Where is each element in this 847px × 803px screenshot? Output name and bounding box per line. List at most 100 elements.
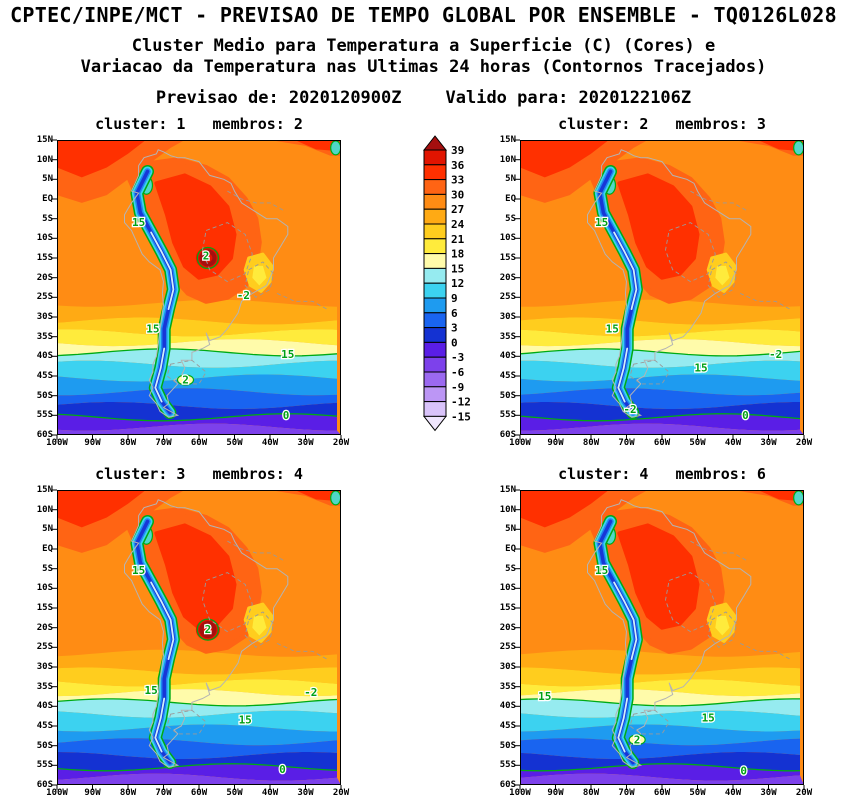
lon-tick-label: 80W: [582, 438, 600, 448]
panel-cluster-4: cluster: 4 membros: 6 15 15 15 2 0 15N 10N 5N E…: [500, 465, 812, 798]
lat-tick-label: 50S: [36, 390, 53, 401]
lat-tick-label: 35S: [36, 331, 53, 342]
colorbar-tick-label: 9: [451, 292, 458, 305]
contour-label: 15: [606, 322, 619, 335]
lat-tick-label: 5N: [505, 524, 516, 535]
contour-label: 15: [239, 714, 252, 727]
lat-tick-label: 10S: [499, 583, 516, 594]
colorbar-tick-label: 39: [451, 144, 464, 157]
colorbar-tick-label: 12: [451, 277, 464, 290]
map-cluster-3: 15 2 -2 15 15 0: [52, 489, 342, 790]
lat-tick-label: 15N: [499, 485, 516, 495]
valid-time-label: Valido para: 2020122106Z: [445, 88, 692, 108]
map-cluster-4: 15 15 15 2 0: [515, 489, 805, 790]
lon-tick-label: 30W: [297, 788, 314, 798]
contour-label: 0: [279, 763, 286, 776]
lat-tick-label: 60S: [499, 780, 516, 790]
contour-label: 15: [132, 564, 145, 577]
contour-label: 2: [203, 250, 210, 263]
lon-tick-label: 90W: [84, 788, 101, 798]
lon-tick-label: 100W: [509, 438, 531, 448]
lat-tick-label: 10N: [499, 154, 516, 165]
lon-tick-label: 30W: [760, 438, 777, 448]
lat-tick-label: 10S: [499, 233, 516, 244]
lon-tick-label: 60W: [190, 788, 208, 798]
lon-tick-label: 90W: [547, 438, 564, 448]
lon-tick-label: 60W: [653, 788, 671, 798]
lon-tick-label: 40W: [261, 438, 279, 448]
lat-tick-label: 30S: [499, 312, 516, 322]
lat-tick-label: 5N: [42, 524, 53, 535]
lon-tick-label: 40W: [724, 788, 742, 798]
lat-tick-label: 5S: [505, 563, 516, 574]
spacer: [402, 88, 446, 108]
lat-tick-label: 20S: [499, 622, 516, 633]
init-time-label: Previsao de: 2020120900Z: [155, 88, 402, 108]
colorbar-tick-label: 0: [451, 336, 458, 349]
lon-tick-label: 70W: [155, 788, 172, 798]
contour-label: 15: [702, 712, 715, 725]
map-cluster-1: 15 2 -2 15 15 2 0: [52, 139, 342, 440]
product-title: CPTEC/INPE/MCT - PREVISAO DE TEMPO GLOBA…: [10, 3, 837, 27]
lat-tick-label: 40S: [499, 351, 516, 362]
lat-tick-label: 5S: [42, 563, 53, 574]
lat-tick-label: 15N: [36, 485, 53, 495]
lon-tick-label: 50W: [689, 438, 706, 448]
colorbar-tick-label: -9: [451, 381, 464, 394]
colorbar-tick-label: 33: [451, 174, 464, 187]
panel-title: cluster: 1 membros: 2: [95, 115, 303, 133]
colorbar-tick-label: -3: [451, 351, 464, 364]
contour-labels: 15 15 15 2 0: [537, 563, 748, 779]
lat-tick-label: 15S: [499, 253, 516, 263]
colorbar-tick-label: 18: [451, 248, 464, 261]
lat-tick-label: EQ: [42, 544, 53, 554]
lat-tick-label: 45S: [36, 721, 53, 731]
contour-label: -2: [304, 686, 317, 699]
contour-label: 15: [146, 322, 159, 335]
lat-tick-label: 25S: [499, 642, 516, 653]
lon-tick-label: 60W: [653, 438, 671, 448]
lat-tick-label: 15S: [499, 603, 516, 613]
contour-label: 2: [634, 733, 641, 746]
contour-label: 15: [281, 348, 294, 361]
panel-title: cluster: 4 membros: 6: [558, 465, 766, 483]
panel-cluster-1: cluster: 1 membros: 2 15 2 -2 15 15 2 0 15N 10N…: [37, 115, 349, 448]
colorbar-tick-label: 27: [451, 203, 464, 216]
temperature-field: [57, 490, 341, 785]
lat-tick-label: 45S: [499, 721, 516, 731]
contour-labels: 15 2 -2 15 15 0: [131, 563, 319, 777]
axis-ticks: [52, 489, 342, 790]
contour-label: 15: [694, 362, 707, 375]
lat-tick-label: 5S: [505, 213, 516, 224]
lat-tick-label: 40S: [36, 701, 53, 712]
lat-tick-label: 5S: [42, 213, 53, 224]
axis-ticks: [515, 489, 805, 790]
lon-tick-label: 100W: [46, 438, 68, 448]
lat-tick-label: 60S: [499, 430, 516, 440]
lat-tick-label: 20S: [36, 622, 53, 633]
forecast-times: Previsao de: 2020120900Z Valido para: 20…: [0, 88, 847, 108]
lat-tick-label: 25S: [499, 292, 516, 303]
panel-title: cluster: 2 membros: 3: [558, 115, 766, 133]
lat-tick-label: 15S: [36, 603, 53, 613]
contour-labels: 15 15 -2 15 -2 0: [594, 215, 784, 423]
subtitle-line-1: Cluster Medio para Temperatura a Superfi…: [131, 36, 716, 56]
colorbar-tick-label: 30: [451, 188, 464, 201]
lat-tick-label: 55S: [36, 760, 53, 771]
lat-tick-label: EQ: [42, 194, 53, 204]
contour-label: 15: [132, 216, 145, 229]
colorbar-tick-label: 24: [451, 218, 465, 231]
lon-tick-label: 50W: [226, 438, 243, 448]
lat-tick-label: 40S: [36, 351, 53, 362]
lat-tick-label: 5N: [505, 174, 516, 185]
lon-tick-label: 90W: [547, 788, 564, 798]
contour-label: 15: [144, 684, 157, 697]
lat-tick-label: 10N: [36, 504, 53, 515]
panel-cluster-3: cluster: 3 membros: 4 15 2 -2 15 15 0 15N 10N 5…: [37, 465, 349, 798]
axis-ticks: [515, 139, 805, 440]
lat-tick-label: 60S: [36, 430, 53, 440]
contour-label: -2: [623, 403, 636, 416]
contour-label: -2: [237, 289, 250, 302]
